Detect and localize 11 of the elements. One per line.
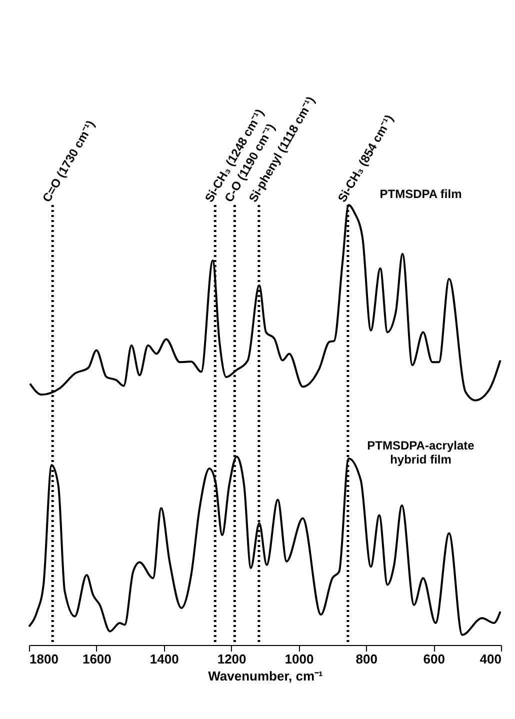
x-tick-label: 1000 — [284, 652, 314, 666]
x-tick-label: 1200 — [217, 652, 246, 666]
series-label: PTMSDPA-acrylate hybrid film — [367, 438, 475, 467]
x-tick-label: 600 — [423, 652, 445, 666]
x-tick-label: 1600 — [82, 652, 112, 666]
x-axis-title: Wavenumber, cm⁻¹ — [208, 668, 323, 684]
text: PTMSDPA film — [380, 187, 462, 201]
x-tick-label: 400 — [480, 652, 502, 666]
x-tick-label: 1800 — [30, 652, 58, 666]
x-tick-label: 1400 — [150, 652, 179, 666]
x-tick-label: 800 — [356, 652, 378, 666]
